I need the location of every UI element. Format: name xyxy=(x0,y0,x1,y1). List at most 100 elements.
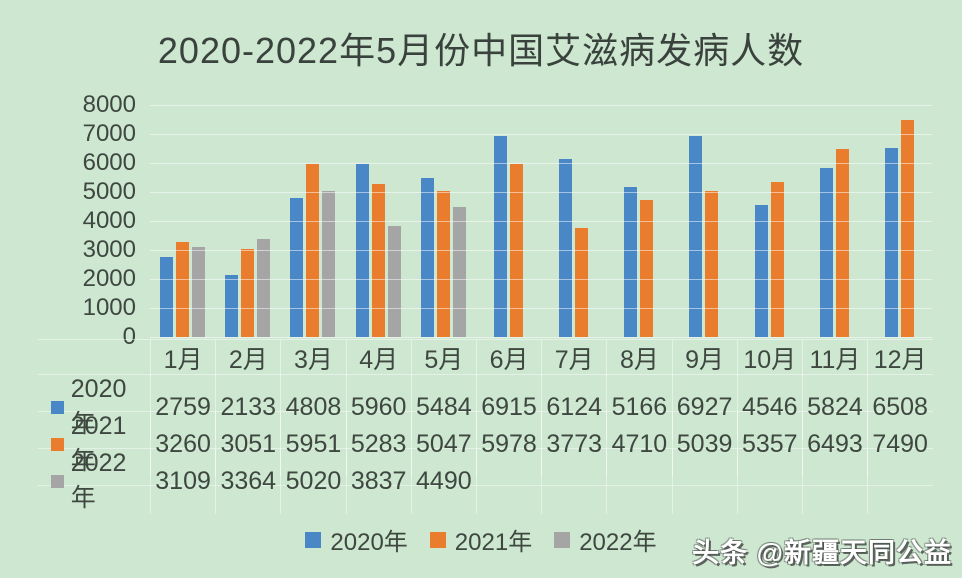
legend-item-2022年: 2022年 xyxy=(554,522,657,557)
bar-2022年-4月 xyxy=(387,225,401,337)
bar-2021年-1月 xyxy=(176,242,190,337)
gridline xyxy=(150,134,932,135)
table-value-cell: 6124 xyxy=(541,375,606,440)
bar-2021年-11月 xyxy=(835,148,849,337)
table-value-cell: 4546 xyxy=(736,375,802,440)
table-value-cell: 6927 xyxy=(671,375,737,440)
y-axis-label: 4000 xyxy=(82,207,136,234)
series-name: 2021年 xyxy=(70,412,127,475)
bar-2021年-2月 xyxy=(241,248,255,337)
data-table: 1月 2月 3月 4月 5月 6月 7月 8月 9月 10月 11月 12月 2020年 2759 2133… xyxy=(38,339,933,514)
table-value-cell: 5960 xyxy=(345,375,411,440)
series-swatch xyxy=(51,438,64,451)
table-value-cell: 5047 xyxy=(410,412,476,477)
watermark: 头条 @新疆天同公益 xyxy=(692,538,952,568)
bar-2020年-8月 xyxy=(624,187,638,337)
x-axis-label: 12月 xyxy=(867,340,932,376)
x-axis-label: 10月 xyxy=(736,340,802,376)
legend-item-2020年: 2020年 xyxy=(305,522,408,557)
y-axis-label: 3000 xyxy=(82,236,136,263)
bar-2020年-10月 xyxy=(754,205,768,337)
series-swatch xyxy=(51,401,64,414)
table-row-header: 2020年 xyxy=(38,375,150,440)
y-axis-label: 2000 xyxy=(82,265,136,292)
x-axis-label: 2月 xyxy=(215,340,280,376)
x-axis-label: 11月 xyxy=(801,340,867,376)
bar-2020年-11月 xyxy=(819,168,833,337)
table-row-header: 2021年 xyxy=(38,412,150,477)
bar-group-5月 xyxy=(411,105,476,337)
table-value-cell: 5283 xyxy=(345,412,411,477)
bar-group-1月 xyxy=(150,105,215,337)
x-axis-label: 8月 xyxy=(606,340,671,376)
x-axis-label: 1月 xyxy=(150,340,215,376)
y-axis-label: 6000 xyxy=(82,149,136,176)
table-value-cell: 6493 xyxy=(801,412,867,477)
y-axis-label: 0 xyxy=(122,323,136,350)
bar-2021年-5月 xyxy=(436,190,450,337)
bar-2021年-12月 xyxy=(900,119,914,337)
table-header-row: 1月 2月 3月 4月 5月 6月 7月 8月 9月 10月 11月 12月 xyxy=(38,339,933,376)
gridline xyxy=(150,221,932,222)
table-value-cell xyxy=(801,449,867,514)
y-axis-label: 8000 xyxy=(82,91,136,118)
gridline xyxy=(150,105,932,106)
table-value-cell: 5824 xyxy=(801,375,867,440)
bar-groups xyxy=(150,105,932,337)
table-value-cell xyxy=(867,449,932,514)
bar-2022年-2月 xyxy=(257,239,271,337)
x-axis-label: 6月 xyxy=(475,340,541,376)
gridline xyxy=(150,337,932,338)
table-value-cell xyxy=(606,449,671,514)
bar-2020年-2月 xyxy=(225,275,239,337)
plot-area xyxy=(150,105,932,338)
bar-2021年-9月 xyxy=(705,190,719,337)
series-swatch xyxy=(51,475,64,488)
table-value-cell: 5020 xyxy=(280,449,345,514)
table-value-cell: 5357 xyxy=(736,412,802,477)
bar-2020年-5月 xyxy=(420,177,434,337)
bar-group-9月 xyxy=(671,105,736,337)
bar-group-2月 xyxy=(215,105,280,337)
bar-group-12月 xyxy=(867,105,932,337)
gridline xyxy=(150,192,932,193)
bar-2021年-8月 xyxy=(640,200,654,337)
x-axis-label: 4月 xyxy=(345,340,411,376)
table-value-cell: 3773 xyxy=(541,412,606,477)
table-value-cell: 4808 xyxy=(280,375,345,440)
gridline xyxy=(150,163,932,164)
bar-2020年-9月 xyxy=(689,136,703,337)
table-value-cell: 3260 xyxy=(150,412,215,477)
table-value-cell: 5951 xyxy=(280,412,345,477)
legend-swatch xyxy=(554,531,571,548)
legend-item-2021年: 2021年 xyxy=(429,522,533,557)
table-value-cell: 6915 xyxy=(475,375,541,440)
legend-swatch xyxy=(305,531,322,548)
table-value-cell: 5484 xyxy=(410,375,476,440)
table-value-cell: 3109 xyxy=(150,449,215,514)
chart-title: 2020-2022年5月份中国艾滋病发病人数 xyxy=(157,30,805,71)
legend-swatch xyxy=(429,531,446,548)
bar-group-10月 xyxy=(737,105,802,337)
y-axis-label: 5000 xyxy=(82,178,136,205)
legend-label: 2021年 xyxy=(454,529,533,556)
table-value-cell xyxy=(736,449,802,514)
y-axis-label: 1000 xyxy=(82,294,136,321)
table-value-cell: 5978 xyxy=(475,412,541,477)
table-corner-cell xyxy=(38,340,150,376)
table-row-2021年: 2021年 3260 3051 5951 5283 5047 5978 3773 4710 503… xyxy=(38,412,933,477)
gridline xyxy=(150,308,932,309)
table-row-header: 2022年 xyxy=(38,449,150,514)
table-value-cell: 6508 xyxy=(867,375,932,440)
gridline xyxy=(150,250,932,251)
table-value-cell: 3364 xyxy=(215,449,280,514)
bar-2021年-7月 xyxy=(575,227,589,337)
table-value-cell xyxy=(541,449,606,514)
bar-group-7月 xyxy=(541,105,606,337)
series-name: 2020年 xyxy=(70,375,127,438)
bar-2022年-1月 xyxy=(192,246,206,337)
table-row-2022年: 2022年 3109 3364 5020 3837 4490 xyxy=(38,449,933,514)
table-value-cell: 2759 xyxy=(150,375,215,440)
bar-group-11月 xyxy=(802,105,867,337)
